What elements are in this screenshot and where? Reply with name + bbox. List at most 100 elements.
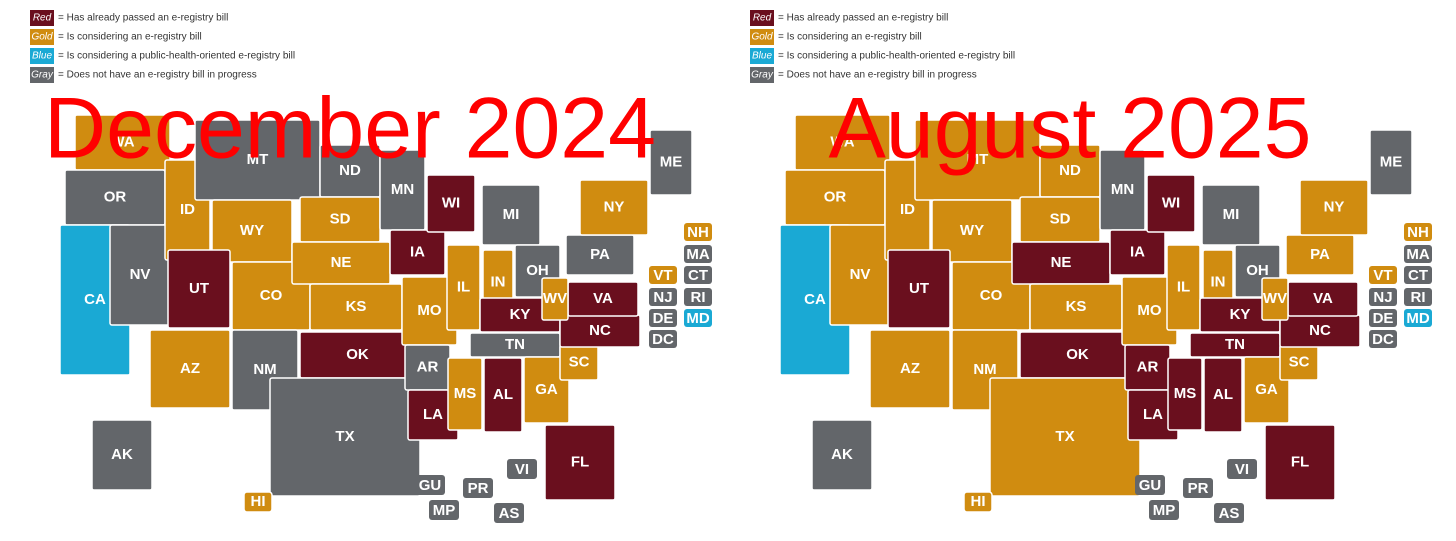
state-label: KS xyxy=(1066,298,1087,315)
state-label: NY xyxy=(1324,198,1345,215)
small-state-label: RI xyxy=(1411,289,1426,306)
small-state-label: MA xyxy=(686,246,709,263)
state-label: IN xyxy=(491,273,506,290)
small-state-box xyxy=(684,245,712,263)
territory-label: PR xyxy=(1188,480,1209,497)
legend-swatch xyxy=(30,10,54,26)
state-label: SC xyxy=(1289,353,1310,370)
state-label: UT xyxy=(909,280,929,297)
state-label: UT xyxy=(189,280,209,297)
state-label: PA xyxy=(1310,246,1330,263)
legend-swatch xyxy=(750,48,774,64)
territory-box xyxy=(1183,478,1213,498)
state-shape xyxy=(887,249,951,329)
small-state-box xyxy=(1404,309,1432,327)
state-label: FL xyxy=(571,453,589,470)
state-label: MS xyxy=(454,385,477,402)
state-label: MN xyxy=(1111,181,1134,198)
state-shape xyxy=(963,491,993,513)
legend-text: = Does not have an e-registry bill in pr… xyxy=(58,70,257,81)
legend-swatch xyxy=(30,48,54,64)
state-label: WI xyxy=(1162,194,1180,211)
legend-text: = Has already passed an e-registry bill xyxy=(778,13,948,24)
state-label: IA xyxy=(1130,243,1145,260)
state-label: AR xyxy=(1137,358,1159,375)
small-state-box xyxy=(649,309,677,327)
state-shape xyxy=(447,357,483,431)
state-shape xyxy=(1167,357,1203,431)
state-shape xyxy=(1203,357,1243,433)
small-state-box xyxy=(684,223,712,241)
state-shape xyxy=(1146,174,1196,233)
territory-label: MP xyxy=(433,502,456,519)
state-shape xyxy=(1261,277,1289,321)
state-shape xyxy=(541,277,569,321)
state-label: ME xyxy=(660,153,683,170)
state-label: MT xyxy=(967,151,989,168)
state-label: ID xyxy=(900,201,915,218)
small-state-label: DE xyxy=(653,310,674,327)
state-label: HI xyxy=(971,493,986,510)
state-label: MO xyxy=(1137,302,1161,319)
state-shape xyxy=(483,357,523,433)
state-label: IA xyxy=(410,243,425,260)
state-shape xyxy=(649,129,693,196)
territory-box xyxy=(494,503,524,523)
state-label: VA xyxy=(1313,290,1333,307)
small-state-box xyxy=(684,309,712,327)
territory-label: GU xyxy=(1139,477,1162,494)
territory-label: AS xyxy=(499,505,520,522)
state-label: KS xyxy=(346,298,367,315)
territory-label: VI xyxy=(515,461,529,478)
state-label: ND xyxy=(339,162,361,179)
state-label: OK xyxy=(1066,346,1089,363)
state-label: TN xyxy=(1225,336,1245,353)
small-state-box xyxy=(1369,330,1397,348)
small-state-box xyxy=(684,266,712,284)
small-state-box xyxy=(649,330,677,348)
state-shape xyxy=(1369,129,1413,196)
state-label: NV xyxy=(130,266,151,283)
state-label: HI xyxy=(251,493,266,510)
state-label: TX xyxy=(335,428,354,445)
legend-swatch xyxy=(750,67,774,83)
state-shape xyxy=(446,244,481,331)
state-label: FL xyxy=(1291,453,1309,470)
state-shape xyxy=(243,491,273,513)
state-label: NM xyxy=(973,361,996,378)
legend-key: Blue xyxy=(752,51,772,62)
state-label: GA xyxy=(1255,381,1278,398)
state-label: SC xyxy=(569,353,590,370)
legend-text: = Has already passed an e-registry bill xyxy=(58,13,228,24)
state-shape xyxy=(579,179,649,236)
territory-label: VI xyxy=(1235,461,1249,478)
state-label: NE xyxy=(1051,254,1072,271)
small-state-label: RI xyxy=(691,289,706,306)
state-label: AZ xyxy=(180,360,200,377)
state-label: AR xyxy=(417,358,439,375)
map-title: August 2025 xyxy=(829,81,1312,177)
state-label: AK xyxy=(111,446,133,463)
legend-swatch xyxy=(750,29,774,45)
small-state-label: DC xyxy=(1372,331,1394,348)
state-label: LA xyxy=(423,406,443,423)
state-shape xyxy=(91,419,153,491)
state-label: ND xyxy=(1059,162,1081,179)
state-shape xyxy=(1243,356,1290,424)
legend-text: = Is considering a public-health-oriente… xyxy=(778,51,1015,62)
state-label: NM xyxy=(253,361,276,378)
state-shape xyxy=(1264,424,1336,501)
state-label: TX xyxy=(1055,428,1074,445)
state-label: MT xyxy=(247,151,269,168)
state-label: VA xyxy=(593,290,613,307)
state-label: WI xyxy=(442,194,460,211)
state-label: OR xyxy=(104,188,127,205)
state-shape xyxy=(149,329,231,409)
small-state-label: CT xyxy=(1408,267,1428,284)
small-state-label: DC xyxy=(652,331,674,348)
legend-key: Red xyxy=(753,13,772,24)
state-label: NC xyxy=(1309,322,1331,339)
state-label: LA xyxy=(1143,406,1163,423)
legend-key: Gold xyxy=(751,32,773,43)
state-label: TN xyxy=(505,336,525,353)
